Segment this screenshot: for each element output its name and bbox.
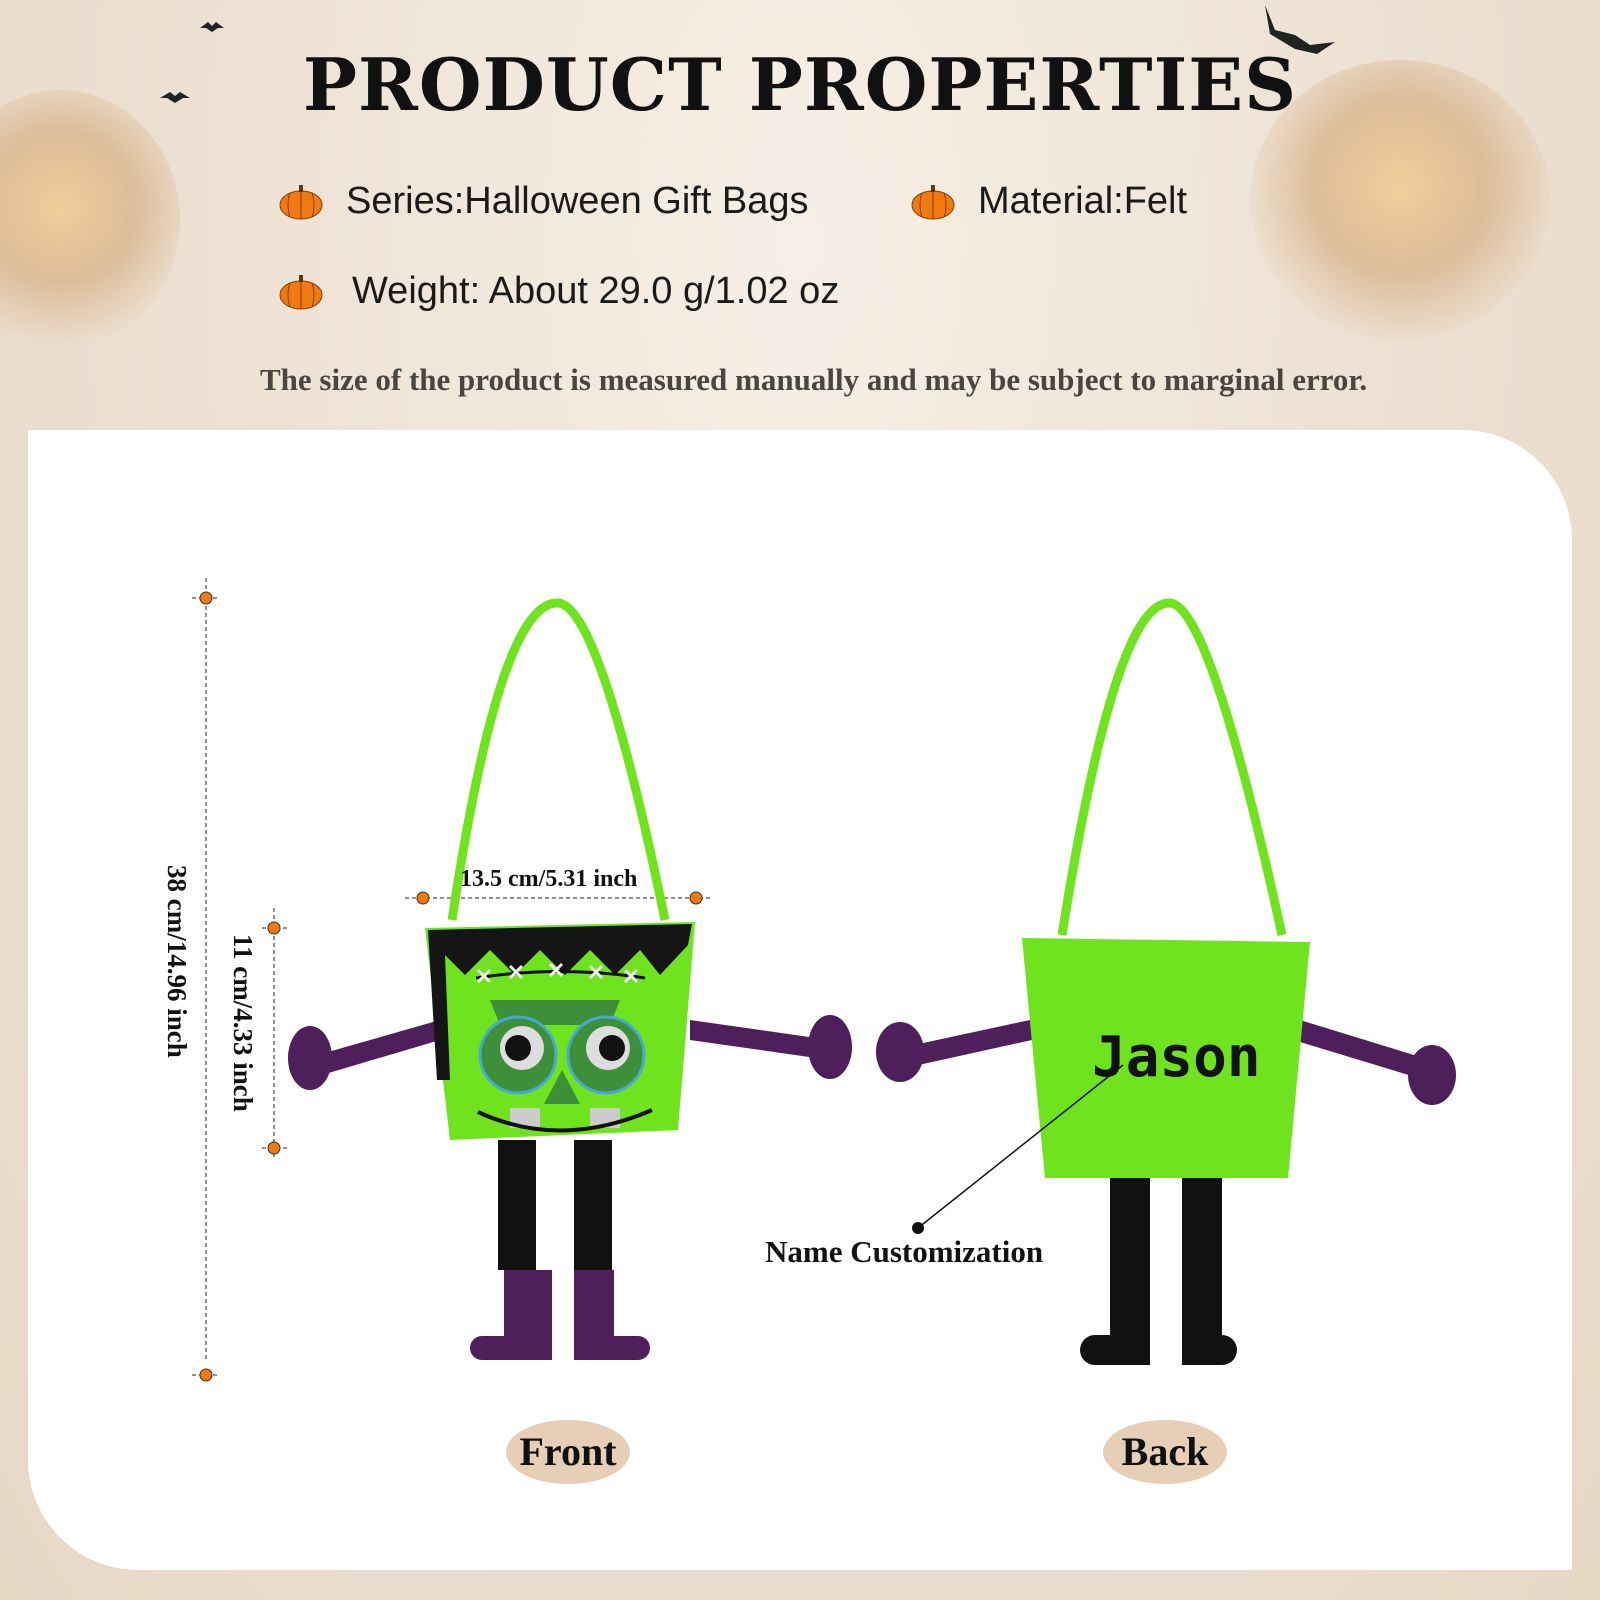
bat-icon — [160, 92, 190, 103]
back-label: Back — [1103, 1420, 1227, 1484]
front-label: Front — [506, 1420, 630, 1484]
property-material-text: Material:Felt — [978, 180, 1188, 222]
page-title: PRODUCT PROPERTIES — [302, 42, 1298, 127]
dimension-markers — [199, 591, 703, 1382]
pumpkin-icon — [279, 274, 323, 309]
property-material: Material:Felt — [910, 180, 1187, 223]
bat-decorations — [160, 5, 1335, 103]
back-bag — [876, 598, 1456, 1365]
bag-height-label: 11 cm/4.33 inch — [228, 934, 258, 1112]
pumpkin-icon — [279, 184, 323, 219]
front-bag — [288, 598, 852, 1360]
property-series: Series:Halloween Gift Bags — [278, 180, 809, 223]
bag-width-label: 13.5 cm/5.31 inch — [460, 866, 638, 892]
property-series-text: Series:Halloween Gift Bags — [346, 180, 809, 222]
total-height-label: 38 cm/14.96 inch — [162, 865, 192, 1058]
bat-icon — [1265, 5, 1335, 54]
property-weight: Weight: About 29.0 g/1.02 oz — [278, 270, 839, 313]
bat-icon — [200, 22, 224, 32]
name-customization-label: Name Customization — [765, 1234, 1044, 1269]
measurement-note: The size of the product is measured manu… — [260, 362, 1368, 397]
product-card — [28, 430, 1572, 1570]
custom-name-text: Jason — [1092, 1025, 1261, 1090]
property-weight-text: Weight: About 29.0 g/1.02 oz — [352, 270, 840, 312]
background-pumpkin-right — [1250, 60, 1550, 340]
pumpkin-icon — [911, 184, 955, 219]
